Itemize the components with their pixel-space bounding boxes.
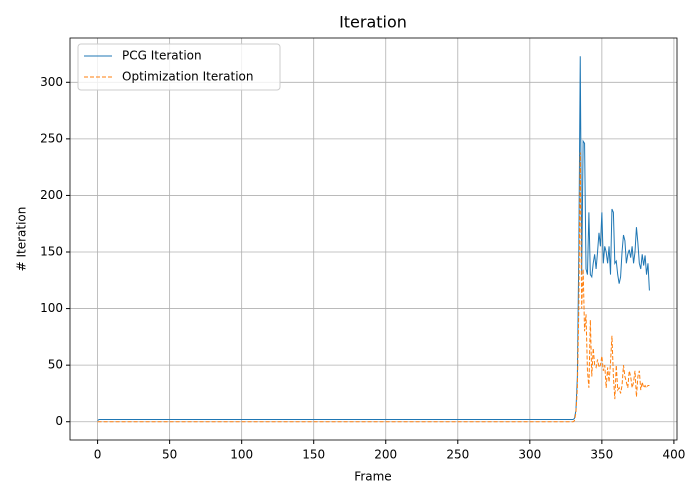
legend-box — [77, 43, 281, 91]
x-axis-label: Frame — [354, 470, 391, 484]
x-tick-label: 0 — [94, 448, 102, 462]
x-tick-label: 200 — [374, 448, 397, 462]
plot-frame — [69, 37, 678, 441]
x-tick-label: 350 — [590, 448, 613, 462]
y-tick-label: 300 — [40, 75, 63, 89]
legend-label: PCG Iteration — [122, 49, 202, 63]
x-tick-label: 50 — [162, 448, 177, 462]
x-tick-label: 400 — [662, 448, 685, 462]
y-tick-label: 150 — [40, 245, 63, 259]
series-line — [97, 56, 650, 421]
chart-title: Iteration — [339, 13, 407, 32]
x-tick-label: 150 — [302, 448, 325, 462]
x-tick-label: 300 — [518, 448, 541, 462]
legend-label: Optimization Iteration — [122, 70, 253, 84]
y-axis-label: # Iteration — [15, 207, 29, 272]
y-tick-label: 50 — [48, 358, 63, 372]
x-tick-label: 250 — [446, 448, 469, 462]
x-tick-label: 100 — [230, 448, 253, 462]
y-tick-label: 0 — [55, 414, 63, 428]
series-line — [97, 152, 650, 423]
y-tick-label: 100 — [40, 301, 63, 315]
y-tick-label: 200 — [40, 188, 63, 202]
y-tick-label: 250 — [40, 131, 63, 145]
